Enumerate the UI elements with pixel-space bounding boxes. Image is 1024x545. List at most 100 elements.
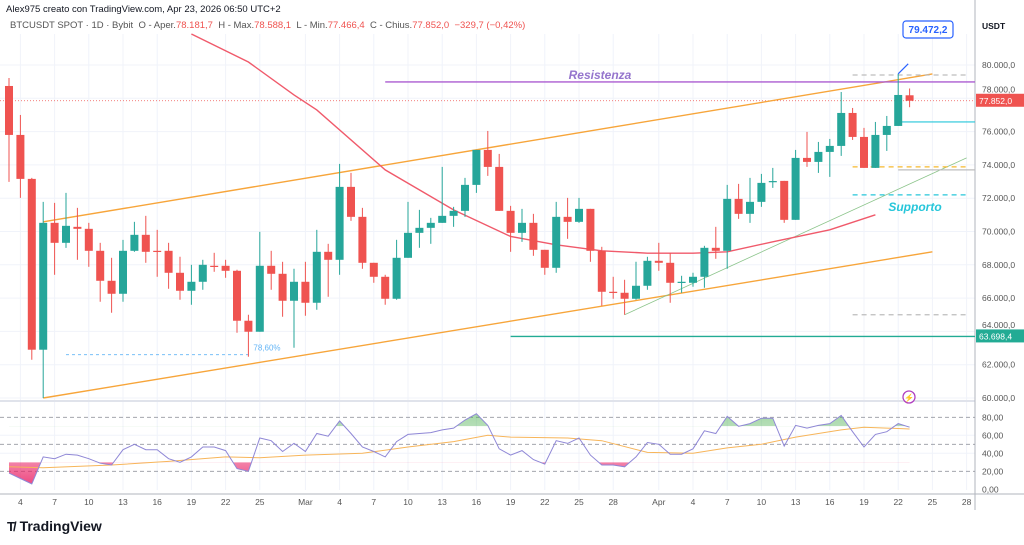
candle-body [141, 234, 150, 252]
rsi-line [8, 413, 910, 485]
candle-body [255, 265, 264, 332]
candle-body [119, 250, 127, 294]
callout-pointer [897, 63, 909, 75]
current-price-tag [976, 93, 1024, 107]
tradingview-logo: T/ TradingView [7, 518, 102, 534]
time-tick-label: Apr [652, 497, 665, 507]
change-value: −329,7 (−0,42%) [454, 20, 526, 31]
open-value: 78.181,7 [175, 20, 213, 31]
candle-body [677, 281, 686, 283]
candle-body [16, 134, 25, 179]
candle-body [50, 222, 59, 243]
candle-body [780, 180, 789, 220]
time-tick-label: 16 [825, 497, 835, 507]
candle-body [176, 272, 184, 291]
candle-body [860, 136, 868, 168]
time-tick-label: 7 [52, 497, 57, 507]
candle-body [518, 222, 526, 233]
candle-body [666, 262, 675, 283]
candle-body [495, 166, 504, 211]
time-tick-label: 25 [255, 497, 265, 507]
support-price-tag-text: 63.698,4 [979, 331, 1012, 341]
rsi-ma-line [8, 426, 910, 469]
time-tick-label: 22 [221, 497, 231, 507]
candle-body [84, 228, 93, 251]
candle-body [96, 250, 105, 281]
rsi-overbought-fill [9, 413, 910, 427]
candle-body [552, 216, 561, 268]
lightning-glyph: ⚡ [904, 393, 914, 403]
time-tick-label: 25 [928, 497, 938, 507]
candle-body [632, 285, 640, 299]
ohlc-legend: BTCUSDT SPOT · 1D · Bybit O - Aper.78.18… [10, 20, 525, 31]
candle-body [164, 250, 173, 273]
candle-body [609, 291, 618, 293]
candle-body [301, 281, 310, 303]
candle-body [244, 320, 253, 332]
time-tick-label: 4 [691, 497, 696, 507]
rsi-tick-label: 40,00 [982, 448, 1004, 458]
time-tick-label: 10 [84, 497, 94, 507]
candle-body [267, 265, 276, 274]
price-tick-label: 66.000,0 [982, 293, 1015, 303]
candle-body [39, 222, 48, 350]
candle-body [563, 216, 572, 222]
rsi-tick-label: 20,00 [982, 466, 1004, 476]
low-value: 77.466,4 [327, 20, 365, 31]
price-tick-label: 78.000,0 [982, 84, 1015, 94]
support-label: Supporto [888, 200, 941, 214]
price-tick-label: 70.000,0 [982, 227, 1015, 237]
lightning-icon [902, 390, 916, 404]
candle-body [187, 281, 196, 291]
current-price-tag-text: 77.852,0 [979, 96, 1012, 106]
time-tick-label: 19 [859, 497, 869, 507]
rsi-tick-label: 80,00 [982, 412, 1004, 422]
candle-body [483, 149, 492, 167]
candle-body [404, 232, 412, 258]
candle-body [5, 85, 13, 135]
candle-body [894, 94, 903, 126]
candle-body [757, 182, 766, 202]
candle-body [746, 201, 754, 214]
time-tick-label: 13 [437, 497, 447, 507]
time-tick-label: 22 [893, 497, 903, 507]
candle-body [529, 222, 538, 250]
candle-body [472, 149, 481, 185]
time-tick-label: 16 [472, 497, 482, 507]
candle-body [905, 95, 914, 101]
candle-body [392, 257, 401, 299]
candle-body [358, 216, 367, 263]
chart-credit: Alex975 creato con TradingView.com, Apr … [6, 4, 281, 15]
candle-body [814, 151, 823, 162]
candle-body [369, 262, 378, 277]
price-tick-label: 68.000,0 [982, 260, 1015, 270]
candle-body [347, 186, 355, 217]
candle-body [803, 157, 811, 162]
candle-body [461, 184, 469, 211]
candle-body [882, 125, 891, 135]
candle-body [643, 260, 652, 286]
time-tick-label: 19 [187, 497, 197, 507]
close-label: C - Chius. [369, 20, 413, 31]
time-tick-label: 4 [18, 497, 23, 507]
candle-body [426, 222, 435, 228]
high-label: H - Max. [218, 20, 255, 31]
time-tick-label: Mar [298, 497, 313, 507]
candle-body [324, 251, 333, 260]
high-callout-label: 79.472,2 [909, 25, 948, 36]
candle-body [73, 226, 82, 229]
candle-body [198, 264, 207, 282]
candle-body [210, 265, 219, 267]
logo-text: TradingView [19, 518, 102, 534]
rsi-tick-label: 0,00 [982, 484, 999, 494]
price-tick-label: 74.000,0 [982, 160, 1015, 170]
candle-body [540, 249, 549, 268]
candle-body [837, 112, 846, 146]
currency-label: USDT [982, 21, 1006, 31]
candle-body [871, 134, 880, 168]
close-value: 77.852,0 [412, 20, 450, 31]
time-tick-label: 22 [540, 497, 550, 507]
candle-body [233, 270, 241, 321]
symbol-info[interactable]: BTCUSDT SPOT · 1D · Bybit [10, 20, 134, 31]
